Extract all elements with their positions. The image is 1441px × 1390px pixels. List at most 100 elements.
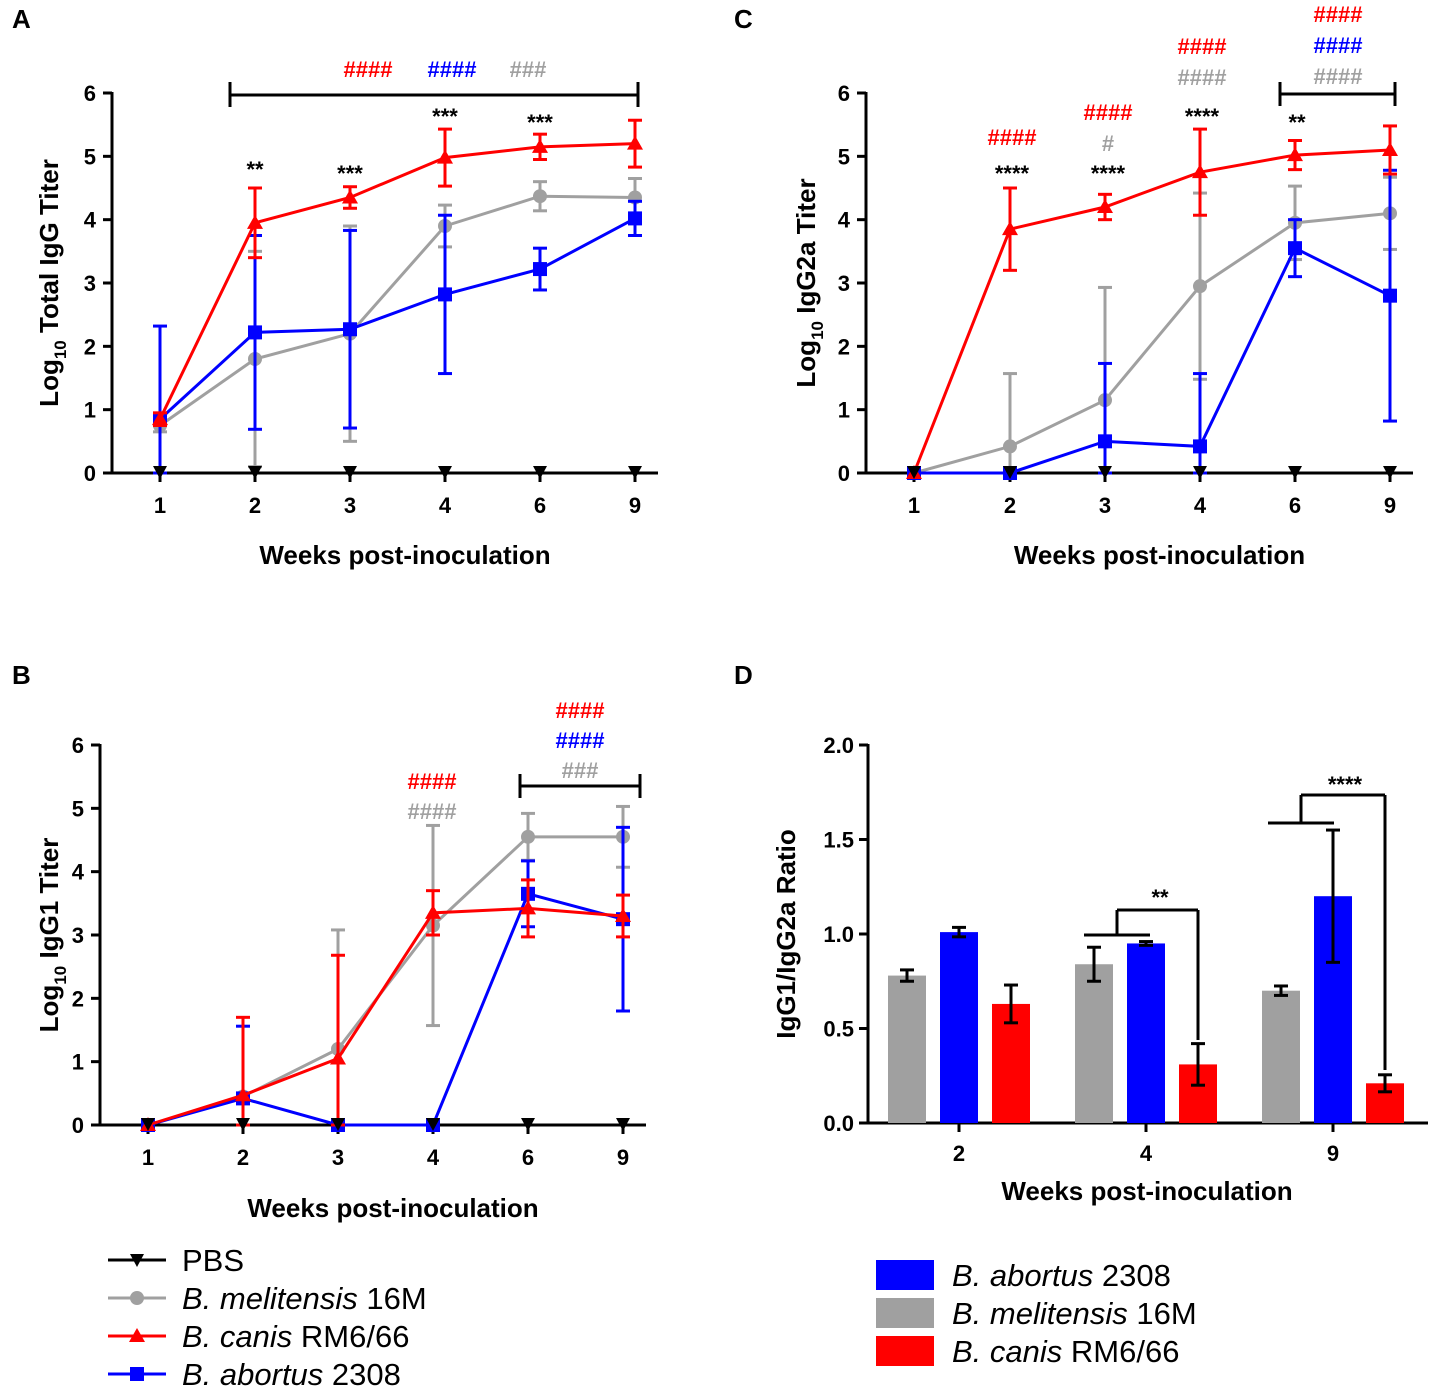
data-point xyxy=(438,287,452,302)
y-tick-label: 6 xyxy=(84,81,96,106)
bar-series-abortus xyxy=(940,828,1352,1123)
significance-label: #### xyxy=(1314,33,1363,58)
data-point xyxy=(248,466,262,479)
legend-label-strain: RM6/66 xyxy=(292,1319,409,1354)
significance-label: **** xyxy=(1185,104,1220,129)
legend-label-name: B. canis xyxy=(952,1334,1062,1369)
y-axis-title-subscript: 10 xyxy=(808,321,827,340)
significance-label: ### xyxy=(510,57,547,82)
panel-label-c: C xyxy=(734,4,753,34)
significance-label: #### xyxy=(988,125,1037,150)
legend-label: B. melitensis 16M xyxy=(182,1281,427,1316)
significance-label: #### xyxy=(408,799,457,824)
y-axis-title-log: Log xyxy=(791,340,821,388)
series-line xyxy=(147,892,624,1127)
y-tick-label: 0.5 xyxy=(823,1017,854,1042)
data-point xyxy=(343,466,357,479)
data-point xyxy=(235,1087,251,1102)
legend-item: B. abortus 2308 xyxy=(108,1357,401,1390)
series-pbs xyxy=(907,466,1397,479)
data-point xyxy=(1287,147,1303,162)
data-point xyxy=(1383,466,1397,479)
data-point xyxy=(1288,241,1302,256)
data-point xyxy=(1003,466,1017,479)
x-axis-title: Weeks post-inoculation xyxy=(1014,540,1305,570)
significance-label: **** xyxy=(1091,161,1126,186)
data-point xyxy=(342,189,358,204)
legend-label: B. abortus 2308 xyxy=(952,1258,1171,1293)
series-line xyxy=(914,246,1391,475)
data-point xyxy=(1383,288,1397,303)
triangle-up-icon xyxy=(129,1328,145,1342)
significance-label: #### xyxy=(1314,2,1363,27)
legend-item: B. canis RM6/66 xyxy=(876,1334,1179,1369)
data-point xyxy=(628,466,642,479)
significance-label: #### xyxy=(556,728,605,753)
legend-label-name: B. abortus xyxy=(182,1357,323,1390)
data-point xyxy=(1382,142,1398,156)
x-tick-label: 1 xyxy=(142,1145,154,1170)
data-point xyxy=(615,908,631,922)
legend-label-name: B. canis xyxy=(182,1319,292,1354)
x-tick-label: 2 xyxy=(249,493,261,518)
legend-label: B. canis RM6/66 xyxy=(182,1319,409,1354)
panel-c: C 0 1 2 3 4 5 6 1 2 3 4 6 9 Weeks post-inoculation Log1… xyxy=(734,2,1413,570)
series-line xyxy=(912,148,1391,474)
data-point xyxy=(532,138,548,153)
significance-label: #### xyxy=(1178,65,1227,90)
series-line xyxy=(159,194,636,427)
triangle-down-icon xyxy=(130,1254,144,1267)
y-tick-label: 3 xyxy=(84,271,96,296)
legend-item: B. melitensis 16M xyxy=(108,1281,427,1316)
y-axis-title-log: Log xyxy=(34,359,64,407)
legend-label-strain: RM6/66 xyxy=(1062,1334,1179,1369)
y-axis-title-log: Log xyxy=(34,985,64,1033)
legend-label: PBS xyxy=(182,1243,244,1278)
data-point xyxy=(152,411,168,426)
y-tick-label: 0.0 xyxy=(823,1111,854,1136)
y-tick-label: 4 xyxy=(84,208,97,233)
significance-label: **** xyxy=(1328,772,1363,797)
data-point xyxy=(907,466,921,479)
x-tick-label: 2 xyxy=(1004,493,1016,518)
significance-label: *** xyxy=(432,104,458,129)
x-tick-label: 1 xyxy=(908,493,920,518)
data-point xyxy=(1098,466,1112,479)
data-point xyxy=(521,829,535,844)
legend-label: B. melitensis 16M xyxy=(952,1296,1197,1331)
x-tick-label: 6 xyxy=(534,493,546,518)
y-axis-title-rest: IgG2a Titer xyxy=(791,178,821,321)
panel-label-a: A xyxy=(12,4,31,34)
x-tick-label: 3 xyxy=(344,493,356,518)
series-canis xyxy=(140,878,631,1131)
y-axis-title-subscript: 10 xyxy=(51,966,70,985)
y-tick-label: 2 xyxy=(72,986,84,1011)
y-tick-label: 3 xyxy=(838,271,850,296)
y-tick-label: 1 xyxy=(838,398,850,423)
series-canis xyxy=(152,118,643,427)
x-tick-label: 4 xyxy=(1194,493,1207,518)
legend-swatch xyxy=(876,1298,934,1328)
data-point xyxy=(628,211,642,226)
data-point xyxy=(1192,164,1208,179)
series-canis xyxy=(906,124,1398,479)
series-melitensis xyxy=(907,175,1397,480)
bar-series-canis xyxy=(992,983,1404,1123)
data-point xyxy=(1098,434,1112,449)
data-point xyxy=(616,1118,630,1131)
data-point xyxy=(438,466,452,479)
y-tick-label: 4 xyxy=(838,208,851,233)
legend-label-strain: 2308 xyxy=(323,1357,401,1390)
bar-series-melitensis xyxy=(888,945,1300,1123)
panel-a: A 0 1 2 3 4 5 6 1 2 3 4 6 9 Weeks post-inoculation Log1… xyxy=(12,4,658,570)
significance-label: #### xyxy=(1314,64,1363,89)
data-point xyxy=(330,1050,346,1065)
data-point xyxy=(1193,279,1207,294)
legend-label-name: B. melitensis xyxy=(182,1281,358,1316)
y-tick-label: 0 xyxy=(84,461,96,486)
series-pbs xyxy=(153,466,642,479)
y-tick-label: 1 xyxy=(72,1050,84,1075)
x-tick-label: 9 xyxy=(1384,493,1396,518)
